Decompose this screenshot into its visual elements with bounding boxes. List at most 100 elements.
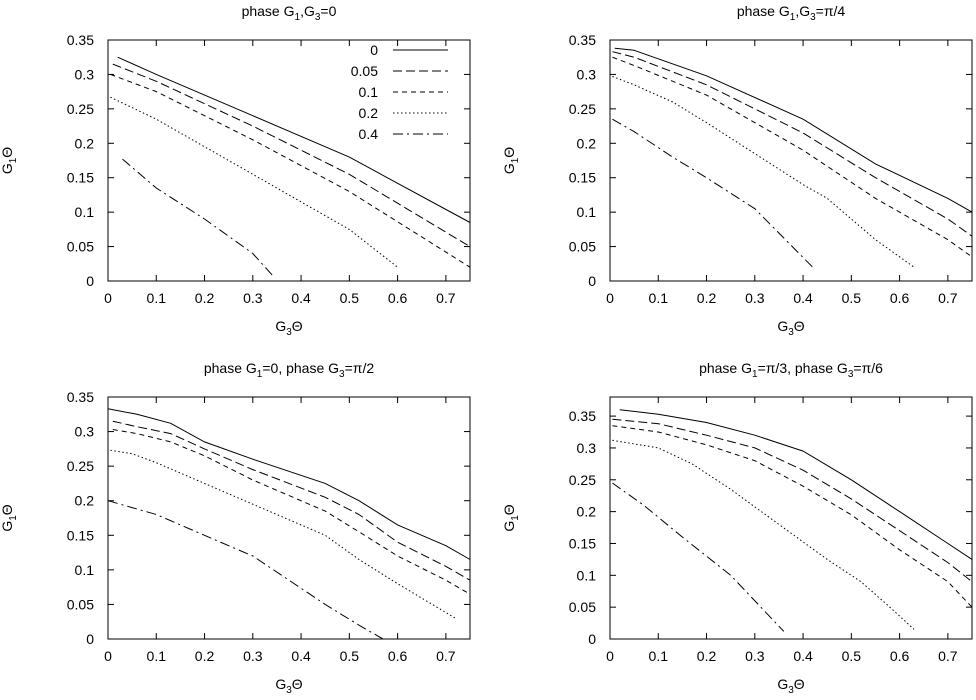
- x-tick-label: 0.3: [243, 290, 263, 306]
- y-tick-label: 0.25: [67, 101, 94, 117]
- x-axis-label: G3Θ: [275, 318, 302, 338]
- y-axis-label: G1Θ: [501, 504, 521, 531]
- legend-label: 0.2: [359, 105, 379, 121]
- series-line-3: [612, 425, 973, 608]
- y-axis-label: G1Θ: [0, 504, 19, 531]
- y-axis-label: G1Θ: [501, 147, 521, 174]
- chart-panel-3: phase G1=0, phase G3=π/2 0 0.1 0.2 0.3 0.4 0.5…: [0, 360, 471, 696]
- x-tick-label: 0.6: [388, 648, 408, 664]
- y-tick-label: 0.35: [569, 32, 596, 48]
- y-tick-label: 0: [588, 273, 596, 289]
- series-line-4: [612, 76, 915, 268]
- y-tick-label: 0: [86, 273, 94, 289]
- x-tick-label: 0.1: [147, 290, 167, 306]
- legend-label: 0.1: [359, 84, 379, 100]
- series-line-5: [122, 158, 275, 278]
- x-tick-label: 0: [606, 648, 614, 664]
- y-tick-label: 0.05: [569, 599, 596, 615]
- y-tick-label: 0.2: [75, 135, 95, 151]
- series-line-5: [107, 500, 384, 640]
- x-axis-label: G3Θ: [275, 676, 302, 696]
- y-tick-label: 0.15: [67, 527, 94, 543]
- x-tick-label: 0.7: [938, 290, 958, 306]
- y-tick-label: 0.35: [67, 389, 94, 405]
- x-tick-label: 0: [104, 648, 112, 664]
- chart-panel-2: phase G1,G3=π/4 0 0.1 0.2 0.3 0.4 0.5 0.6 0.7 0 0.…: [501, 3, 973, 338]
- chart-panel-4: phase G1=π/3, phase G3=π/6 0 0.1 0.2 0.3 0.4 0…: [501, 360, 973, 696]
- y-tick-label: 0.05: [67, 239, 94, 255]
- y-tick-label: 0.25: [569, 472, 596, 488]
- y-tick-label: 0.1: [75, 562, 95, 578]
- x-tick-label: 0.5: [842, 648, 862, 664]
- series-line-5: [612, 482, 785, 632]
- y-tick-label: 0.2: [75, 493, 95, 509]
- y-tick-label: 0.35: [67, 32, 94, 48]
- plot-frame: [609, 39, 973, 282]
- series-line-2: [112, 63, 471, 248]
- x-tick-label: 0.1: [649, 648, 669, 664]
- y-tick-label: 0.1: [75, 204, 95, 220]
- x-tick-label: 0.1: [649, 290, 669, 306]
- series-line-3: [110, 73, 471, 268]
- plot-frame: [107, 396, 471, 640]
- chart-title: phase G1,G3=π/4: [737, 3, 846, 23]
- x-tick-label: 0: [606, 290, 614, 306]
- x-tick-label: 0.7: [436, 648, 456, 664]
- chart-panel-1: phase G1,G3=0 0 0.1 0.2 0.3 0.4 0.5 0.6 0.7 0 0.05…: [0, 3, 471, 338]
- series-line-3: [112, 429, 471, 595]
- x-tick-label: 0.2: [195, 290, 215, 306]
- plot-frame: [107, 39, 471, 282]
- series-line-2: [112, 420, 471, 581]
- x-tick-label: 0.4: [291, 648, 311, 664]
- x-tick-label: 0.7: [938, 648, 958, 664]
- series-line-1: [117, 56, 471, 223]
- legend-label: 0: [370, 42, 378, 58]
- series-line-2: [612, 418, 973, 583]
- y-tick-label: 0.15: [67, 170, 94, 186]
- x-tick-label: 0.2: [697, 648, 717, 664]
- x-axis-label: G3Θ: [777, 676, 804, 696]
- y-tick-label: 0.3: [577, 66, 597, 82]
- y-tick-label: 0.3: [75, 424, 95, 440]
- x-tick-label: 0.5: [842, 290, 862, 306]
- y-tick-label: 0.25: [569, 101, 596, 117]
- y-tick-label: 0.3: [577, 440, 597, 456]
- y-tick-label: 0.1: [577, 567, 597, 583]
- legend-label: 0.4: [359, 126, 379, 142]
- y-tick-label: 0.05: [569, 239, 596, 255]
- x-tick-label: 0: [104, 290, 112, 306]
- x-tick-label: 0.6: [388, 290, 408, 306]
- x-tick-label: 0.3: [745, 648, 765, 664]
- y-tick-label: 0: [86, 631, 94, 647]
- x-tick-label: 0.7: [436, 290, 456, 306]
- chart-title: phase G1,G3=0: [242, 3, 337, 23]
- series-line-5: [612, 118, 814, 268]
- y-tick-label: 0.15: [569, 170, 596, 186]
- legend-label: 0.05: [351, 63, 378, 79]
- y-tick-label: 0.15: [569, 535, 596, 551]
- series-line-1: [614, 47, 973, 213]
- x-tick-label: 0.6: [890, 290, 910, 306]
- plot-frame: [609, 396, 973, 640]
- x-tick-label: 0.5: [340, 648, 360, 664]
- chart-title: phase G1=π/3, phase G3=π/6: [699, 360, 883, 380]
- y-tick-label: 0.05: [67, 596, 94, 612]
- x-tick-label: 0.2: [195, 648, 215, 664]
- x-tick-label: 0.3: [745, 290, 765, 306]
- x-tick-label: 0.1: [147, 648, 167, 664]
- y-tick-label: 0: [588, 631, 596, 647]
- series-line-1: [619, 409, 973, 560]
- series-line-4: [110, 449, 456, 619]
- y-tick-label: 0.25: [67, 458, 94, 474]
- series-line-3: [612, 56, 973, 258]
- x-tick-label: 0.5: [340, 290, 360, 306]
- x-tick-label: 0.2: [697, 290, 717, 306]
- chart-title: phase G1=0, phase G3=π/2: [204, 360, 374, 380]
- series-line-4: [110, 96, 398, 268]
- x-tick-label: 0.4: [291, 290, 311, 306]
- x-axis-label: G3Θ: [777, 318, 804, 338]
- y-axis-label: G1Θ: [0, 147, 19, 174]
- y-tick-label: 0.35: [569, 408, 596, 424]
- y-tick-label: 0.2: [577, 504, 597, 520]
